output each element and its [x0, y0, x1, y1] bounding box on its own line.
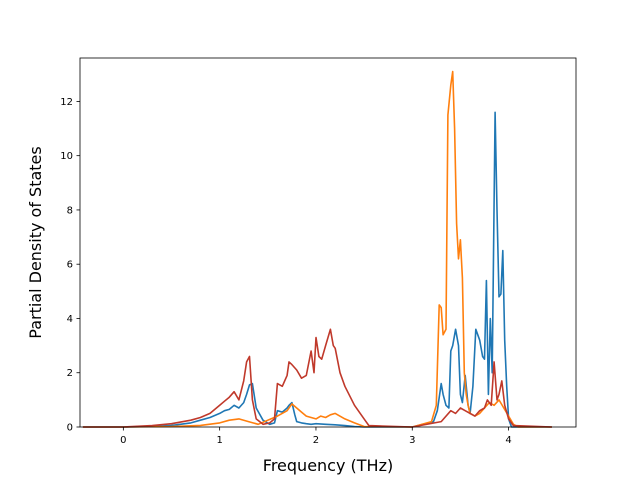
x-tick-label: 2: [313, 435, 319, 446]
x-tick-label: 3: [409, 435, 415, 446]
plot-area-frame: [79, 57, 577, 428]
y-tick-label: 0: [67, 423, 73, 434]
y-tick-label: 8: [67, 205, 73, 216]
x-tick-label: 4: [505, 435, 511, 446]
series-line-3: [82, 328, 552, 428]
y-tick-label: 10: [60, 151, 73, 162]
x-axis-label: Frequency (THz): [263, 456, 393, 475]
x-tick-label: 1: [216, 435, 222, 446]
y-tick-label: 12: [60, 97, 73, 108]
y-axis-label: Partial Density of States: [26, 146, 45, 338]
y-tick-label: 2: [67, 368, 73, 379]
y-tick-label: 6: [67, 260, 73, 271]
x-tick-label: 0: [120, 435, 126, 446]
y-tick-label: 4: [67, 314, 73, 325]
